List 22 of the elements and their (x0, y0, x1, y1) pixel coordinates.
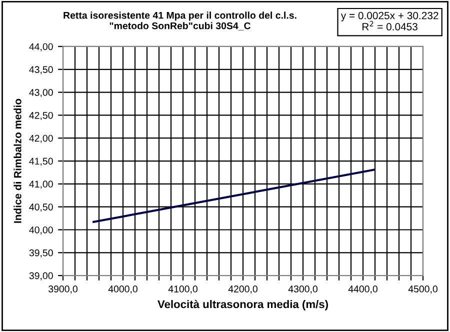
y-tick-label: 41,50 (29, 158, 53, 166)
x-axis-title: Velocità ultrasonora media (m/s) (158, 300, 328, 310)
y-tick-label: 43,50 (29, 66, 53, 74)
y-tick-label: 40,50 (29, 204, 53, 212)
x-tick-label: 3900,0 (48, 286, 78, 294)
y-tick-label: 42,00 (29, 134, 53, 143)
text: y = 0.0025x + 30.232 R$^{2}$ = 0.0453 (340, 12, 438, 30)
y-tick-label: 44,00 (29, 43, 53, 52)
y-tick-label: 40,00 (29, 226, 53, 235)
y-tick-label: 43,00 (29, 89, 53, 98)
x-tick-label: 4400,0 (348, 286, 378, 294)
y-tick-label: 39,00 (29, 272, 53, 280)
chart-title: Retta isoresistente 41 Mpa per il controllo del c.l.s. "metodo SonReb"cubi 30S4_C (64, 12, 296, 30)
x-tick-label: 4200,0 (228, 286, 258, 294)
y-tick-label: 41,00 (29, 180, 53, 189)
x-tick-label: 4500,0 (408, 286, 438, 294)
x-tick-label: 4100,0 (168, 286, 198, 294)
x-tick-label: 4000,0 (108, 286, 138, 294)
y-tick-label: 42,50 (29, 112, 53, 120)
y-axis-title: Indice di Rimbalzo medio (14, 98, 22, 223)
x-tick-label: 4300,0 (288, 286, 318, 294)
y-tick-label: 39,50 (29, 249, 53, 258)
